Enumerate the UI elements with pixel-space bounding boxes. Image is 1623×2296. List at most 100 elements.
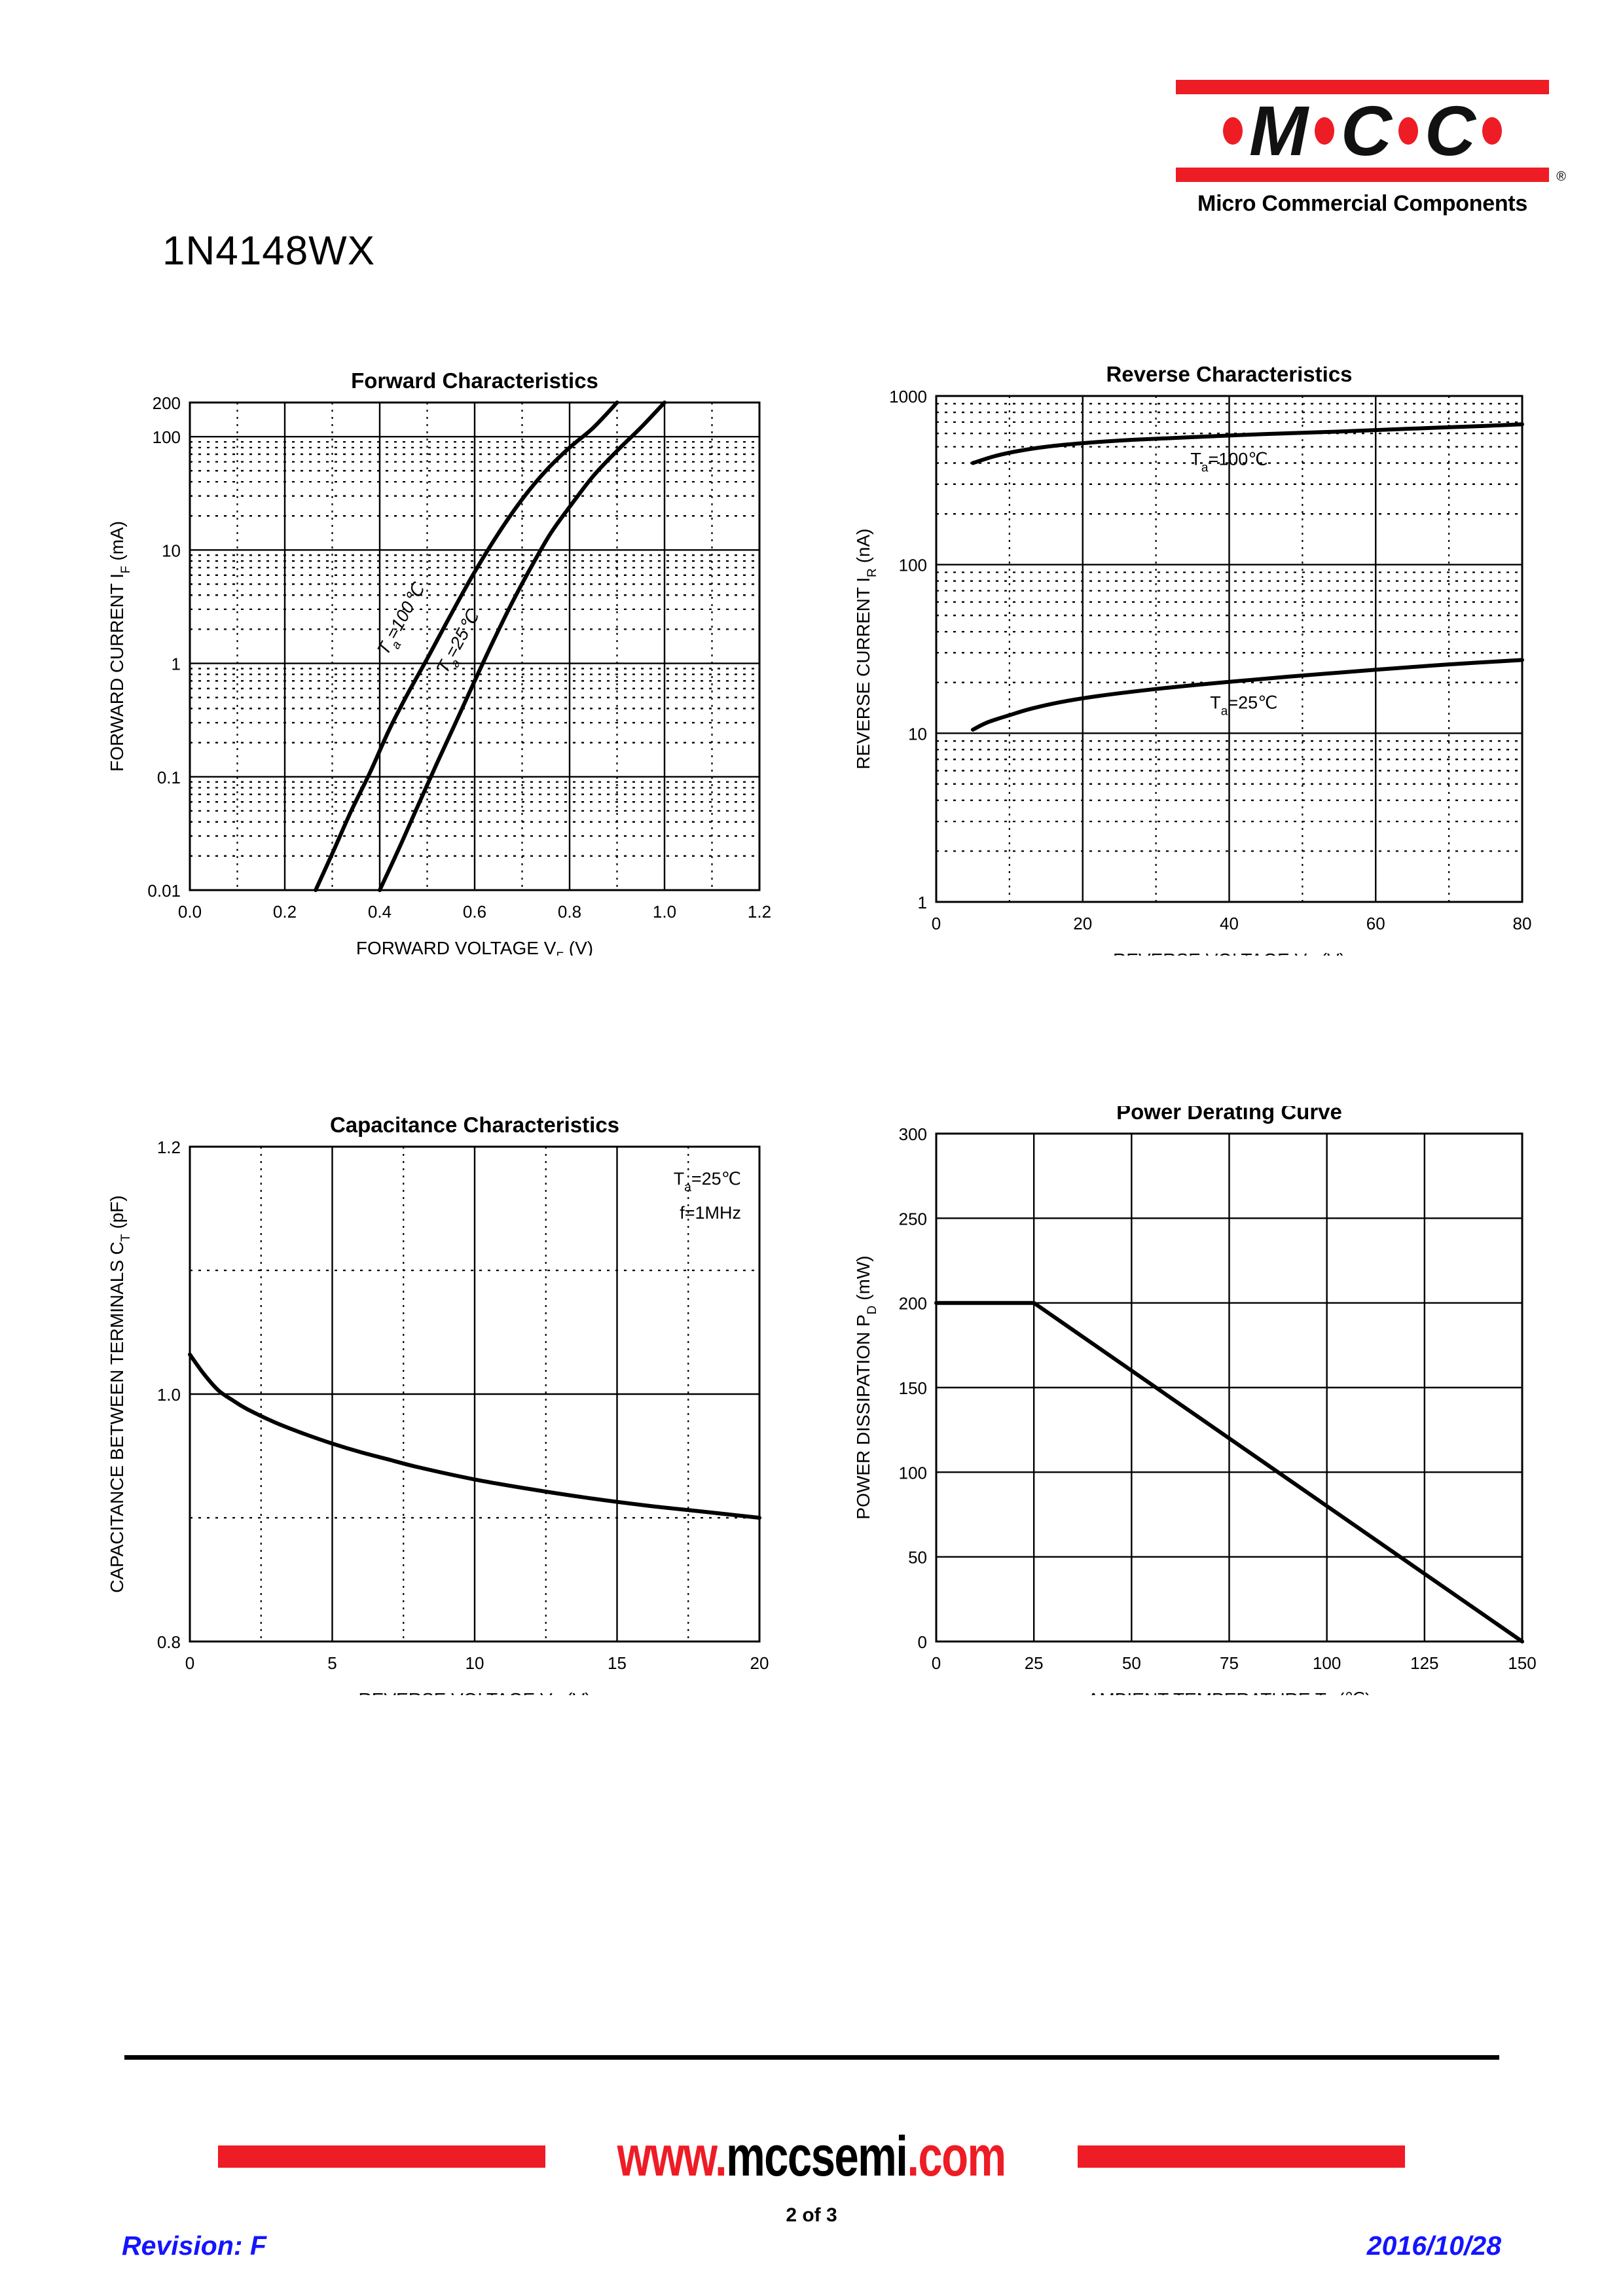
footer-url-row: www.mccsemi.com	[0, 2121, 1623, 2193]
url-name: mccsemi	[726, 2125, 908, 2188]
logo-bar-bottom	[1176, 168, 1549, 182]
y-axis-ticks: 0 50 100 150 200 250 300	[899, 1124, 927, 1652]
svg-text:1: 1	[172, 655, 181, 674]
chart-title: Forward Characteristics	[351, 368, 598, 393]
logo-dot-2	[1314, 117, 1334, 145]
svg-text:50: 50	[1122, 1653, 1141, 1673]
chart-title: Capacitance Characteristics	[330, 1113, 619, 1137]
url-tld: .com	[907, 2125, 1007, 2188]
y-axis-label: REVERSE CURRENT IR (nA)	[853, 529, 879, 770]
plot-frame	[935, 395, 1523, 903]
x-axis-label: FORWARD VOLTAGE VF (V)	[356, 938, 593, 956]
chart-power-derating-curve: Power Derating Curve 0 25 50 75 100 125 150 0 50 1…	[838, 1106, 1571, 1695]
data-curve	[970, 658, 1524, 732]
svg-text:1.2: 1.2	[748, 902, 771, 922]
svg-text:50: 50	[908, 1548, 927, 1568]
svg-text:0.0: 0.0	[178, 902, 202, 922]
logo-letter-c2: C	[1424, 91, 1476, 170]
y-axis-label: CAPACITANCE BETWEEN TERMINALS CT (pF)	[107, 1195, 133, 1592]
svg-text:100: 100	[899, 556, 927, 575]
svg-text:10: 10	[162, 541, 181, 560]
plot-frame	[189, 1145, 761, 1643]
curve-label: Ta=100℃	[373, 579, 434, 661]
logo-wordmark: M C C	[1176, 94, 1549, 168]
chart-capacitance-characteristics: Capacitance Characteristics 0 5 10 15 20 0.8 1.…	[85, 1106, 805, 1695]
svg-text:250: 250	[899, 1209, 927, 1229]
revision-label: Revision: F	[122, 2231, 266, 2261]
svg-text:20: 20	[1073, 914, 1092, 933]
logo-dot-3	[1398, 117, 1418, 145]
svg-text:0: 0	[932, 1653, 941, 1673]
company-name: Micro Commercial Components	[1197, 191, 1527, 216]
x-axis-ticks: 0.0 0.2 0.4 0.6 0.8 1.0 1.2	[178, 902, 771, 922]
mcc-logo: M C C ® Micro Commercial Components	[1176, 80, 1566, 217]
registered-trademark-icon: ®	[1556, 170, 1566, 184]
svg-text:25: 25	[1025, 1653, 1044, 1673]
svg-text:100: 100	[153, 427, 181, 447]
chart-forward-characteristics: Forward Characteristics 0.0 0.2 0.4 0.6 0.8 1.…	[85, 367, 805, 956]
url-www: www.	[617, 2125, 727, 2188]
svg-text:5: 5	[327, 1653, 337, 1673]
svg-text:80: 80	[1513, 914, 1532, 933]
svg-text:0: 0	[185, 1653, 194, 1673]
svg-text:0.2: 0.2	[273, 902, 297, 922]
x-axis-label: AMBIENT TEMPERATURE Ta (℃)	[1087, 1689, 1372, 1695]
data-curve	[934, 1300, 1524, 1643]
svg-text:150: 150	[899, 1378, 927, 1398]
curve-label: Ta=100℃	[1190, 449, 1267, 475]
svg-text:60: 60	[1366, 914, 1385, 933]
chart-annotation: f=1MHz	[680, 1203, 741, 1223]
y-axis-ticks: 0.8 1.0 1.2	[157, 1138, 181, 1652]
svg-text:200: 200	[153, 393, 181, 413]
svg-text:0.8: 0.8	[157, 1632, 181, 1652]
footer-bar-left	[218, 2145, 546, 2168]
page-number: 2 of 3	[786, 2204, 837, 2226]
plot-frame	[189, 401, 761, 891]
svg-text:1.2: 1.2	[157, 1138, 181, 1157]
svg-text:200: 200	[899, 1294, 927, 1314]
x-axis-ticks: 0 5 10 15 20	[185, 1653, 769, 1673]
svg-text:100: 100	[1313, 1653, 1341, 1673]
data-curve	[378, 401, 666, 892]
svg-text:1.0: 1.0	[653, 902, 676, 922]
date-label: 2016/10/28	[1366, 2231, 1501, 2261]
svg-text:150: 150	[1508, 1653, 1536, 1673]
x-axis-label: REVERSE VOLTAGE VR (V)	[1113, 950, 1345, 956]
data-curve	[188, 1352, 761, 1520]
x-axis-ticks: 0 25 50 75 100 125 150	[932, 1653, 1537, 1673]
page-title: 1N4148WX	[162, 228, 376, 274]
svg-text:1.0: 1.0	[157, 1385, 181, 1405]
plot-frame	[935, 1132, 1523, 1643]
gridlines	[936, 1134, 1522, 1641]
footer-divider	[124, 2055, 1499, 2060]
y-axis-ticks: 1000 100 10 1	[889, 387, 927, 912]
svg-text:0.4: 0.4	[368, 902, 392, 922]
svg-text:10: 10	[908, 724, 927, 744]
svg-text:20: 20	[750, 1653, 769, 1673]
svg-text:0.6: 0.6	[463, 902, 486, 922]
gridlines	[190, 1147, 759, 1641]
chart-reverse-characteristics: Reverse Characteristics 0 20 40 60 80 1000 100 1…	[838, 367, 1571, 956]
svg-text:10: 10	[465, 1653, 484, 1673]
svg-text:15: 15	[608, 1653, 627, 1673]
chart-title: Reverse Characteristics	[1106, 367, 1352, 386]
data-curve	[314, 401, 619, 892]
svg-text:1000: 1000	[889, 387, 927, 406]
curve-label: Ta=25℃	[1210, 693, 1277, 719]
svg-text:125: 125	[1410, 1653, 1438, 1673]
svg-text:0.8: 0.8	[558, 902, 581, 922]
logo-bar-top	[1176, 80, 1549, 94]
y-axis-ticks: 200 100 10 1 0.1 0.01	[147, 393, 181, 901]
logo-letter-c1: C	[1340, 91, 1392, 170]
svg-text:1: 1	[918, 893, 927, 912]
y-axis-label: FORWARD CURRENT IF (mA)	[107, 521, 133, 772]
svg-text:75: 75	[1220, 1653, 1239, 1673]
logo-letter-m: M	[1249, 91, 1308, 170]
logo-dot-1	[1223, 117, 1243, 145]
gridlines	[190, 403, 759, 890]
logo-dot-4	[1482, 117, 1502, 145]
data-curve	[970, 422, 1524, 465]
svg-text:100: 100	[899, 1463, 927, 1482]
website-link[interactable]: www.mccsemi.com	[617, 2125, 1007, 2189]
